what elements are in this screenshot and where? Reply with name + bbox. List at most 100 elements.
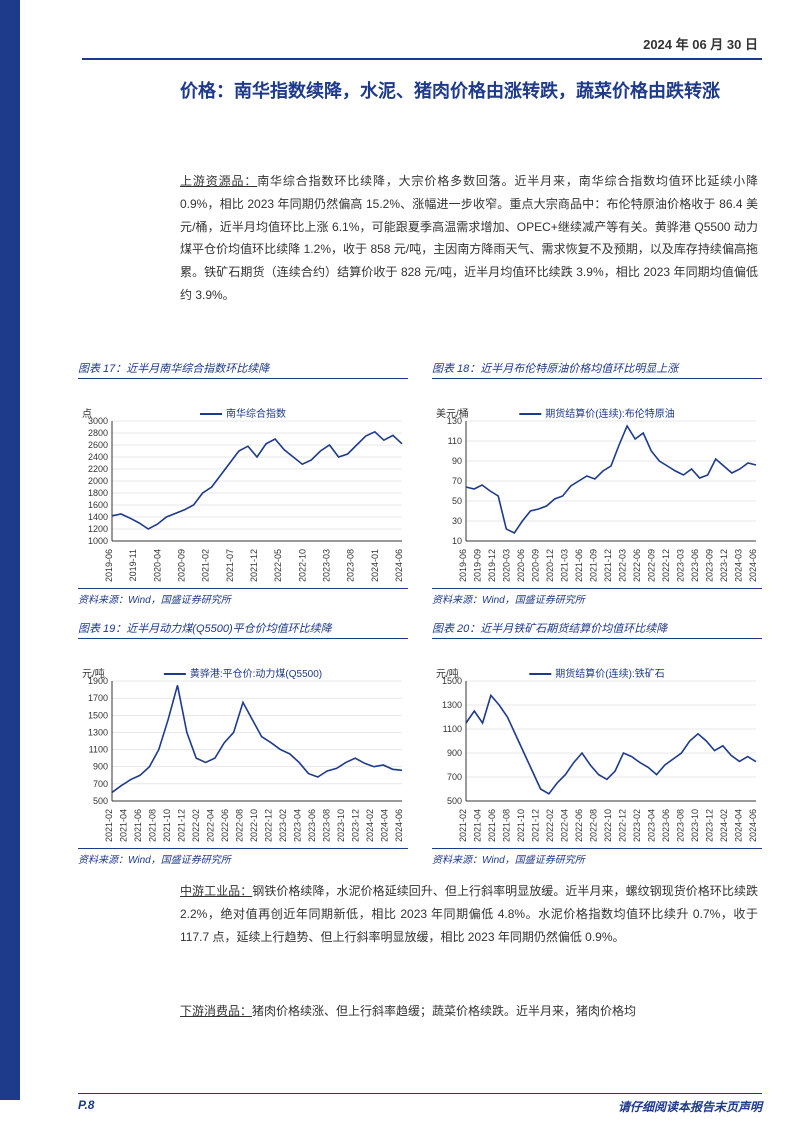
svg-text:2022-03: 2022-03 <box>618 549 628 582</box>
svg-text:70: 70 <box>452 476 462 486</box>
svg-text:1300: 1300 <box>442 700 462 710</box>
chart-unit: 元/吨 <box>82 665 105 680</box>
svg-text:2021-02: 2021-02 <box>104 809 114 842</box>
svg-text:2021-08: 2021-08 <box>502 809 512 842</box>
chart-20: 图表 20：近半月铁矿石期货结算价均值环比续降 元/吨 期货结算价(连续):铁矿… <box>432 620 762 866</box>
svg-text:2023-12: 2023-12 <box>705 809 715 842</box>
svg-text:2021-06: 2021-06 <box>574 549 584 582</box>
svg-text:2400: 2400 <box>88 452 108 462</box>
svg-text:2600: 2600 <box>88 440 108 450</box>
chart-source: 资料来源：Wind，国盛证券研究所 <box>78 588 408 606</box>
svg-text:2020-12: 2020-12 <box>545 549 555 582</box>
svg-text:2021-02: 2021-02 <box>458 809 468 842</box>
paragraph-downstream: 下游消费品：猪肉价格续涨、但上行斜率趋缓；蔬菜价格续跌。近半月来，猪肉价格均 <box>180 1000 758 1023</box>
svg-text:2024-02: 2024-02 <box>719 809 729 842</box>
svg-text:2023-02: 2023-02 <box>632 809 642 842</box>
chart-legend: 南华综合指数 <box>200 405 286 420</box>
svg-text:2021-07: 2021-07 <box>225 549 235 582</box>
chart-unit: 元/吨 <box>436 665 459 680</box>
svg-text:2020-06: 2020-06 <box>516 549 526 582</box>
svg-text:2024-03: 2024-03 <box>734 549 744 582</box>
paragraph-midstream: 中游工业品：钢铁价格续降，水泥价格延续回升、但上行斜率明显放缓。近半月来，螺纹钢… <box>180 880 758 948</box>
svg-text:2022-10: 2022-10 <box>297 549 307 582</box>
paragraph-text: 钢铁价格续降，水泥价格延续回升、但上行斜率明显放缓。近半月来，螺纹钢现货价格环比… <box>180 884 758 944</box>
svg-text:2023-10: 2023-10 <box>690 809 700 842</box>
svg-text:2024-02: 2024-02 <box>365 809 375 842</box>
svg-text:2021-04: 2021-04 <box>473 809 483 842</box>
svg-text:2021-09: 2021-09 <box>589 549 599 582</box>
svg-text:2020-04: 2020-04 <box>152 549 162 582</box>
svg-text:2023-08: 2023-08 <box>322 809 332 842</box>
page-number: P.8 <box>78 1098 94 1115</box>
chart-title: 图表 20：近半月铁矿石期货结算价均值环比续降 <box>432 620 762 639</box>
svg-text:2021-12: 2021-12 <box>177 809 187 842</box>
svg-text:2800: 2800 <box>88 428 108 438</box>
svg-text:2022-08: 2022-08 <box>589 809 599 842</box>
svg-text:700: 700 <box>447 772 462 782</box>
svg-text:2024-04: 2024-04 <box>380 809 390 842</box>
footer: P.8 请仔细阅读本报告末页声明 <box>78 1093 762 1115</box>
section-title: 价格：南华指数续降，水泥、猪肉价格由涨转跌，蔬菜价格由跌转涨 <box>180 72 762 112</box>
chart-source: 资料来源：Wind，国盛证券研究所 <box>432 848 762 866</box>
svg-text:2024-06: 2024-06 <box>748 549 758 582</box>
chart-unit: 美元/桶 <box>436 405 469 420</box>
header-rule <box>82 58 762 60</box>
svg-text:2023-03: 2023-03 <box>676 549 686 582</box>
svg-text:2021-02: 2021-02 <box>201 549 211 582</box>
svg-text:2020-03: 2020-03 <box>502 549 512 582</box>
svg-text:2021-10: 2021-10 <box>516 809 526 842</box>
svg-text:10: 10 <box>452 536 462 546</box>
svg-text:1100: 1100 <box>89 745 108 755</box>
svg-text:2019-12: 2019-12 <box>487 549 497 582</box>
chart-legend: 黄骅港:平仓价:动力煤(Q5500) <box>164 665 322 680</box>
chart-legend: 期货结算价(连续):铁矿石 <box>529 665 664 680</box>
svg-text:2022-08: 2022-08 <box>235 809 245 842</box>
svg-text:2023-08: 2023-08 <box>346 549 356 582</box>
chart-19: 图表 19：近半月动力煤(Q5500)平仓价均值环比续降 元/吨 黄骅港:平仓价… <box>78 620 408 866</box>
svg-text:2022-10: 2022-10 <box>249 809 259 842</box>
svg-text:2020-09: 2020-09 <box>177 549 187 582</box>
svg-text:2020-09: 2020-09 <box>531 549 541 582</box>
svg-text:2023-09: 2023-09 <box>705 549 715 582</box>
svg-text:2023-10: 2023-10 <box>336 809 346 842</box>
svg-text:2023-06: 2023-06 <box>307 809 317 842</box>
svg-text:2021-12: 2021-12 <box>603 549 613 582</box>
svg-text:500: 500 <box>447 796 462 806</box>
svg-text:2021-06: 2021-06 <box>487 809 497 842</box>
svg-text:2023-06: 2023-06 <box>690 549 700 582</box>
svg-text:2022-10: 2022-10 <box>603 809 613 842</box>
sidebar-accent <box>0 0 20 1100</box>
svg-text:2022-02: 2022-02 <box>545 809 555 842</box>
footer-note: 请仔细阅读本报告末页声明 <box>618 1098 762 1115</box>
svg-text:2022-09: 2022-09 <box>647 549 657 582</box>
svg-text:2022-02: 2022-02 <box>191 809 201 842</box>
svg-text:2023-12: 2023-12 <box>351 809 361 842</box>
svg-text:2019-06: 2019-06 <box>458 549 468 582</box>
chart-title: 图表 18：近半月布伦特原油价格均值环比明显上涨 <box>432 360 762 379</box>
svg-text:90: 90 <box>452 456 462 466</box>
svg-text:2022-04: 2022-04 <box>206 809 216 842</box>
svg-text:2022-06: 2022-06 <box>220 809 230 842</box>
svg-text:2021-03: 2021-03 <box>560 549 570 582</box>
svg-text:1700: 1700 <box>88 693 108 703</box>
svg-text:2023-04: 2023-04 <box>647 809 657 842</box>
svg-text:2022-06: 2022-06 <box>632 549 642 582</box>
svg-text:2023-04: 2023-04 <box>293 809 303 842</box>
paragraph-label: 中游工业品： <box>180 884 252 898</box>
svg-text:50: 50 <box>452 496 462 506</box>
svg-text:1600: 1600 <box>88 500 108 510</box>
svg-text:1200: 1200 <box>88 524 108 534</box>
chart-source: 资料来源：Wind，国盛证券研究所 <box>78 848 408 866</box>
svg-text:2019-09: 2019-09 <box>473 549 483 582</box>
svg-text:2021-06: 2021-06 <box>133 809 143 842</box>
svg-text:2024-06: 2024-06 <box>394 809 404 842</box>
chart-title: 图表 19：近半月动力煤(Q5500)平仓价均值环比续降 <box>78 620 408 639</box>
svg-text:2023-02: 2023-02 <box>278 809 288 842</box>
svg-text:1000: 1000 <box>88 536 108 546</box>
svg-text:1500: 1500 <box>88 710 108 720</box>
svg-text:2019-11: 2019-11 <box>128 549 138 581</box>
chart-17: 图表 17：近半月南华综合指数环比续降 点 南华综合指数 10001200140… <box>78 360 408 606</box>
svg-text:700: 700 <box>93 779 108 789</box>
paragraph-label: 上游资源品： <box>180 174 257 188</box>
paragraph-text: 猪肉价格续涨、但上行斜率趋缓；蔬菜价格续跌。近半月来，猪肉价格均 <box>252 1004 636 1018</box>
